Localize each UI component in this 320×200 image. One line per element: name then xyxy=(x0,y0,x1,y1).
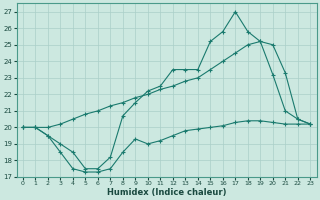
X-axis label: Humidex (Indice chaleur): Humidex (Indice chaleur) xyxy=(107,188,226,197)
